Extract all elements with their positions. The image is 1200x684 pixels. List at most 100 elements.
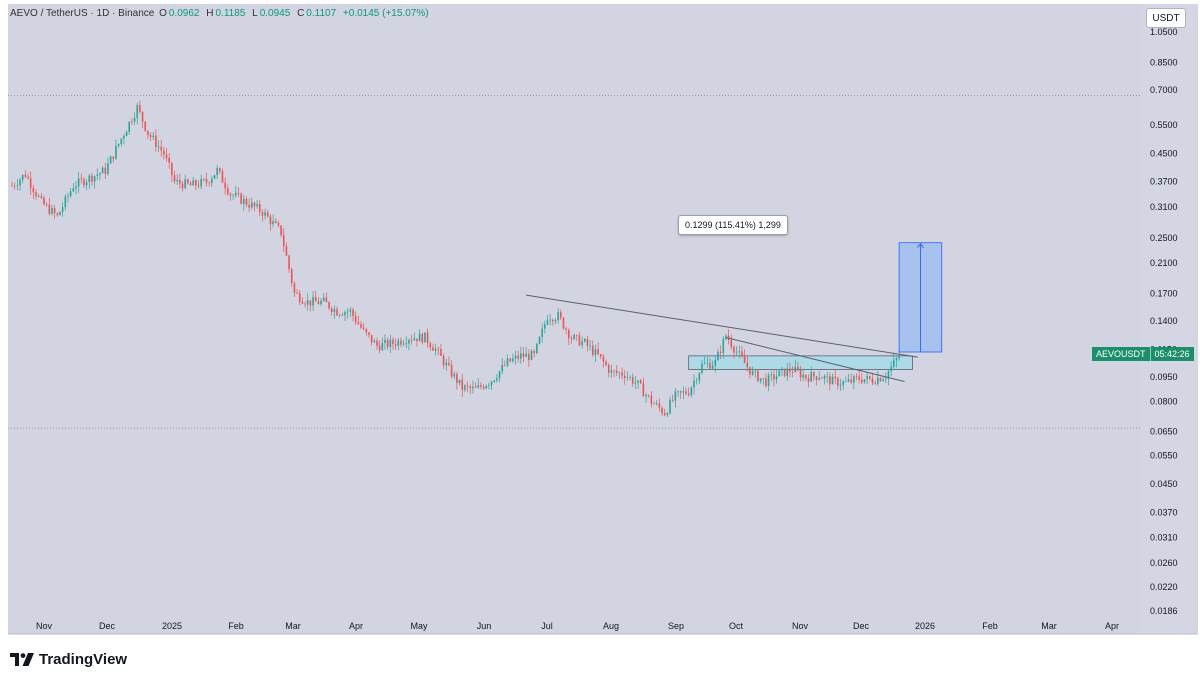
- candle-91[interactable]: [253, 201, 256, 212]
- candle-202[interactable]: [549, 314, 551, 326]
- candle-305[interactable]: [823, 374, 826, 385]
- candle-139[interactable]: [381, 337, 384, 351]
- candle-227[interactable]: [615, 365, 618, 376]
- candle-21[interactable]: [67, 192, 69, 203]
- candle-178[interactable]: [485, 384, 488, 390]
- candle-63[interactable]: [179, 173, 181, 189]
- candle-17[interactable]: [56, 212, 59, 217]
- candle-159[interactable]: [434, 343, 437, 356]
- candle-114[interactable]: [314, 290, 317, 302]
- candle-72[interactable]: [203, 177, 205, 182]
- candle-7[interactable]: [29, 171, 32, 196]
- candle-174[interactable]: [474, 382, 477, 388]
- candle-248[interactable]: [671, 394, 674, 403]
- candle-18[interactable]: [59, 211, 61, 216]
- candle-85[interactable]: [237, 187, 240, 197]
- candle-275[interactable]: [743, 349, 746, 364]
- candle-225[interactable]: [610, 364, 613, 379]
- candle-313[interactable]: [845, 376, 847, 383]
- candle-8[interactable]: [32, 184, 35, 200]
- candle-75[interactable]: [211, 175, 213, 187]
- candle-309[interactable]: [834, 370, 836, 384]
- candle-243[interactable]: [658, 398, 661, 412]
- candle-108[interactable]: [298, 289, 301, 306]
- candle-206[interactable]: [560, 309, 562, 320]
- candle-149[interactable]: [408, 338, 410, 351]
- candle-45[interactable]: [131, 118, 133, 125]
- candle-116[interactable]: [320, 298, 322, 307]
- candle-71[interactable]: [200, 174, 202, 190]
- candle-47[interactable]: [136, 102, 139, 125]
- candle-238[interactable]: [645, 393, 647, 404]
- candle-284[interactable]: [767, 372, 770, 392]
- candle-33[interactable]: [99, 172, 101, 181]
- candle-207[interactable]: [562, 316, 565, 330]
- candle-9[interactable]: [35, 189, 37, 201]
- candle-165[interactable]: [450, 360, 453, 379]
- candle-111[interactable]: [306, 293, 309, 311]
- candle-155[interactable]: [424, 332, 426, 343]
- candle-231[interactable]: [626, 371, 629, 381]
- candle-326[interactable]: [879, 376, 882, 383]
- candle-255[interactable]: [690, 386, 693, 398]
- candle-156[interactable]: [426, 328, 429, 348]
- candle-38[interactable]: [112, 156, 115, 163]
- candle-96[interactable]: [266, 209, 269, 218]
- candle-233[interactable]: [631, 373, 634, 387]
- candle-286[interactable]: [773, 370, 775, 387]
- candle-221[interactable]: [599, 353, 602, 360]
- candle-125[interactable]: [344, 309, 346, 322]
- candle-196[interactable]: [533, 348, 535, 358]
- candle-83[interactable]: [232, 193, 234, 200]
- currency-button[interactable]: USDT: [1146, 8, 1186, 28]
- candle-103[interactable]: [285, 242, 288, 257]
- candle-31[interactable]: [93, 175, 96, 189]
- candle-316[interactable]: [853, 374, 855, 390]
- candle-40[interactable]: [117, 143, 120, 148]
- candle-42[interactable]: [123, 133, 125, 145]
- candle-26[interactable]: [80, 173, 83, 184]
- candle-250[interactable]: [677, 390, 679, 397]
- candle-61[interactable]: [173, 170, 176, 184]
- candle-118[interactable]: [325, 292, 328, 303]
- candle-297[interactable]: [802, 368, 805, 381]
- candle-90[interactable]: [250, 197, 253, 210]
- candle-169[interactable]: [461, 373, 464, 397]
- candle-105[interactable]: [290, 267, 293, 287]
- candle-304[interactable]: [821, 376, 823, 379]
- candle-327[interactable]: [882, 377, 884, 382]
- candle-242[interactable]: [655, 399, 658, 406]
- candle-113[interactable]: [312, 291, 314, 311]
- candle-217[interactable]: [589, 340, 591, 351]
- candle-296[interactable]: [799, 365, 802, 382]
- candle-308[interactable]: [831, 373, 834, 385]
- candle-53[interactable]: [152, 131, 155, 140]
- candle-271[interactable]: [733, 345, 735, 359]
- candle-268[interactable]: [725, 333, 727, 341]
- candle-135[interactable]: [370, 334, 373, 346]
- candle-302[interactable]: [815, 375, 818, 386]
- candle-260[interactable]: [703, 356, 706, 365]
- candle-163[interactable]: [445, 358, 448, 371]
- candle-15[interactable]: [51, 204, 53, 216]
- candle-24[interactable]: [75, 181, 77, 195]
- candle-219[interactable]: [594, 344, 597, 362]
- candle-181[interactable]: [493, 379, 496, 383]
- candle-134[interactable]: [368, 331, 370, 338]
- candle-234[interactable]: [634, 376, 637, 389]
- candle-261[interactable]: [706, 356, 709, 368]
- candle-310[interactable]: [837, 376, 839, 390]
- candle-188[interactable]: [512, 353, 514, 363]
- candle-12[interactable]: [43, 195, 45, 206]
- candle-151[interactable]: [413, 332, 416, 341]
- candle-195[interactable]: [530, 349, 533, 361]
- candle-36[interactable]: [107, 157, 109, 176]
- candle-107[interactable]: [296, 289, 298, 295]
- candle-67[interactable]: [189, 180, 192, 186]
- candle-0[interactable]: [11, 181, 13, 187]
- candle-294[interactable]: [794, 359, 797, 373]
- candle-44[interactable]: [128, 121, 131, 135]
- candle-1[interactable]: [13, 182, 16, 190]
- candle-55[interactable]: [157, 140, 160, 152]
- candle-157[interactable]: [429, 341, 432, 351]
